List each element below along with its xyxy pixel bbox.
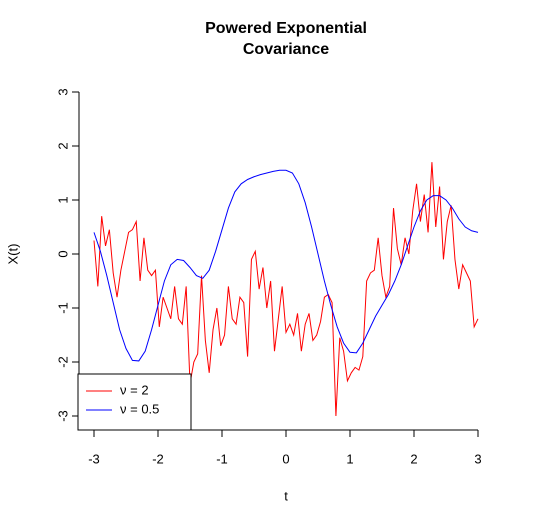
legend-label: ν = 0.5 [120,401,159,416]
y-tick-label: 3 [55,88,70,95]
y-tick-label: -1 [55,302,70,314]
x-tick-label: -2 [152,451,164,466]
legend: ν = 2 ν = 0.5 [77,373,192,431]
x-tick-label: 0 [282,451,289,466]
x-tick-label: 2 [410,451,417,466]
x-tick-label: 1 [346,451,353,466]
series-line [93,169,479,362]
y-axis-label: X(t) [5,244,20,265]
chart-title: Covariance [243,41,329,58]
y-tick-label: 2 [55,142,70,149]
chart-title: Powered Exponential [205,20,367,37]
y-tick-label: -3 [55,410,70,422]
y-tick-label: -2 [55,356,70,368]
x-tick-label: 3 [474,451,481,466]
x-tick-label: -3 [88,451,100,466]
y-tick-label: 0 [55,250,70,257]
y-tick-label: 1 [55,196,70,203]
series-line [93,162,479,417]
x-axis-label: t [284,488,288,503]
x-tick-label: -1 [216,451,228,466]
legend-box [77,373,192,431]
legend-label: ν = 2 [120,382,149,397]
